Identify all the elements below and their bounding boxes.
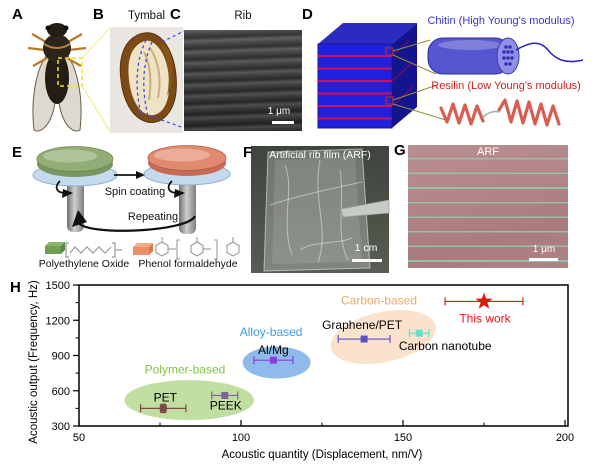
resilin-coil-icon [439,98,561,127]
x-axis-title: Acoustic quantity (Displacement, nm/V) [222,449,423,461]
cicada-legs [27,33,87,67]
panel-letter-a: A [12,6,23,23]
panel-letter-f: F [243,144,253,161]
y-tick-label: 300 [52,421,70,433]
x-tick-label: 200 [556,432,574,444]
tymbal-highlight-box [57,57,83,87]
data-point-label: Carbon nanotube [399,339,492,353]
cicada-photo [27,23,111,132]
acoustic-performance-chart: Polymer-based Alloy-based Carbon-based 50 10… [28,280,574,461]
pf-structure-icon [155,237,240,260]
pf-label: Phenol formaldehyde [138,258,238,270]
data-point-label: PET [154,390,178,404]
tymbal-title: Tymbal [127,10,166,22]
spin-coating-label: Spin coating [104,186,166,198]
x-tick-label: 100 [232,432,250,444]
data-point-square [360,335,368,343]
y-tick-label: 1200 [46,315,70,327]
data-point-square [415,329,423,337]
y-axis-title: Acoustic output (Frequency, Hz) [28,280,40,444]
chitin-label: Chitin (High Young's modulus) [427,15,575,27]
arf-sem-image [408,145,568,268]
resilin-layers [318,55,392,120]
repeating-label: Repeating [127,211,179,223]
data-point-label: This work [459,311,511,325]
data-point-square [159,404,167,412]
scale-label-f: 1 cm [354,242,378,254]
scale-label-c: 1 μm [267,106,291,117]
arf-film-title: Artificial rib film (ARF) [269,149,371,161]
group-label: Carbon-based [341,294,417,308]
callout-lines-a-to-b [81,27,111,132]
panel-letter-d: D [302,6,313,23]
panel-letter-c: C [170,6,181,23]
rib-title: Rib [234,10,252,22]
arf-sem-title: ARF [477,146,499,158]
panel-letter-b: B [93,6,104,23]
group-label: Alloy-based [240,325,303,339]
panel-letter-e: E [12,144,23,161]
peo-structure-icon [65,242,122,258]
chitin-fiber-icon [427,37,584,75]
group-label: Polymer-based [145,363,226,377]
resilin-label: Resilin (Low Young's modulus) [431,80,581,92]
rib-sem-image [184,30,302,131]
panel-letter-g: G [394,142,406,159]
tymbal-photo-background [110,27,183,133]
x-tick-label: 150 [394,432,412,444]
pf-block-icon [133,243,153,255]
data-point-star [475,292,493,309]
layered-block-graphic [317,23,447,129]
peo-block-icon [45,242,65,254]
panel-letter-h: H [10,279,21,296]
data-point-label: PEEK [210,398,242,412]
data-point-square [221,391,229,399]
data-point-square [269,356,277,364]
rotate-arrow-icon [55,180,67,194]
group-ellipse [124,380,254,421]
scale-label-g: 1 μm [532,244,556,255]
y-tick-label: 1500 [46,280,70,292]
peo-label: Polyethylene Oxide [38,258,130,270]
data-point-label: Al/Mg [258,343,289,357]
data-point-label: Graphene/PET [322,318,403,332]
y-tick-label: 900 [52,351,70,363]
y-tick-label: 600 [52,386,70,398]
group-ellipse [330,310,436,364]
spin-coating-arrow-icon [114,171,145,179]
x-tick-label: 50 [73,432,85,444]
